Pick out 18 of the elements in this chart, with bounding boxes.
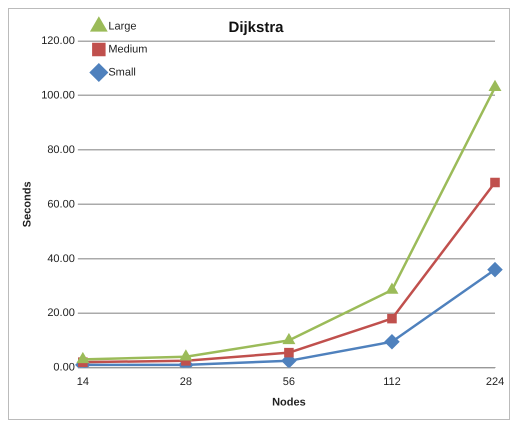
y-tick-label: 80.00: [47, 144, 75, 156]
y-tick-label: 0.00: [53, 362, 75, 374]
x-tick-label: 14: [76, 376, 89, 388]
chart-title: Dijkstra: [228, 19, 284, 36]
y-tick-label: 40.00: [47, 252, 75, 265]
y-tick-label: 100.00: [41, 89, 75, 102]
legend-label: Large: [108, 20, 136, 33]
x-axis-title: Nodes: [272, 396, 306, 408]
x-tick-label: 28: [180, 376, 192, 388]
y-tick-label: 20.00: [47, 307, 75, 320]
y-tick-label: 60.00: [47, 198, 75, 210]
legend-label: Medium: [108, 44, 148, 56]
x-tick-label: 112: [383, 376, 401, 388]
x-tick-label: 224: [486, 376, 504, 388]
legend-label: Small: [108, 66, 136, 79]
x-tick-label: 56: [282, 376, 296, 388]
y-axis-title: Seconds: [22, 181, 34, 228]
y-tick-label: 120.00: [41, 35, 75, 48]
